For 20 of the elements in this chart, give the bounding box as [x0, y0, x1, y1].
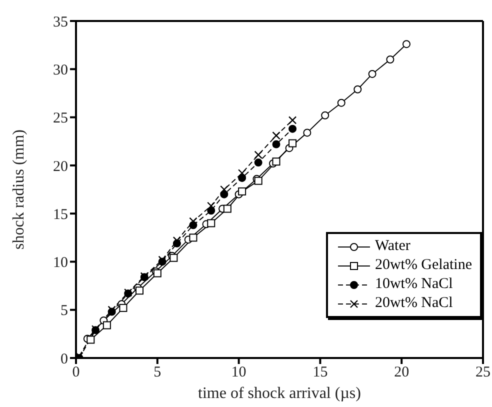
y-tick-label: 35: [53, 14, 68, 30]
y-tick-label: 20: [53, 158, 68, 175]
legend-label: 20wt% NaCl: [374, 294, 453, 313]
x-axis-title: time of shock arrival (µs): [198, 385, 361, 402]
legend-label: 20wt% Gelatine: [374, 256, 472, 275]
y-tick-label: 10: [53, 255, 68, 272]
y-tick-label: 15: [53, 206, 68, 223]
y-tick-label: 25: [53, 110, 68, 127]
y-tick-label: 0: [60, 351, 68, 368]
legend-label: Water: [374, 237, 410, 256]
y-axis-title: shock radius (mm): [10, 130, 28, 250]
y-tick-label: 5: [60, 303, 68, 320]
x-tick-label: 5: [154, 364, 162, 381]
x-tick-label: 15: [312, 364, 328, 381]
y-tick-label: 30: [53, 62, 68, 78]
legend-label: 10wt% NaCl: [374, 275, 453, 294]
x-tick-label: 20: [394, 364, 410, 381]
x-tick-label: 10: [231, 364, 246, 381]
x-tick-label: 0: [72, 364, 80, 381]
x-tick-label: 25: [476, 364, 490, 381]
